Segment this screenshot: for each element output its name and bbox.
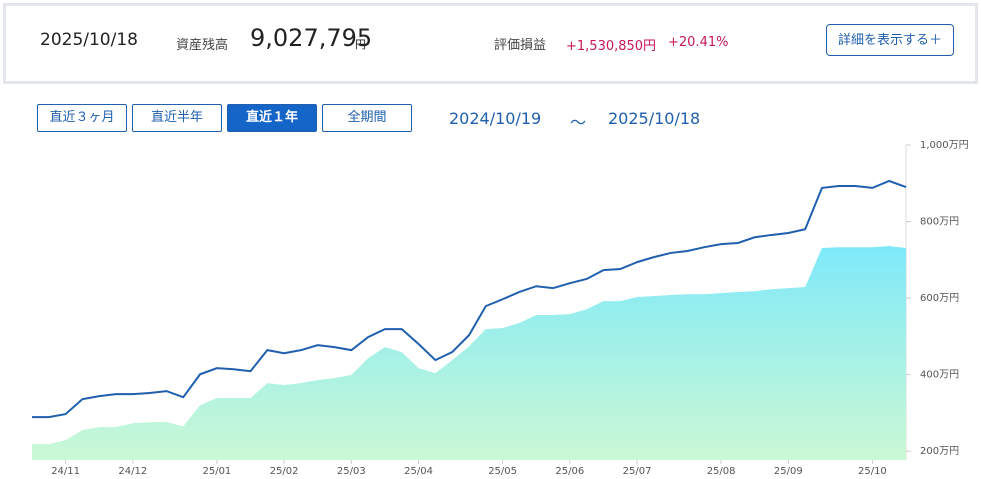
range-start: 2024/10/19 xyxy=(449,109,542,128)
x-tick-label: 25/08 xyxy=(707,466,736,477)
detail-button[interactable]: 詳細を表示する＋ xyxy=(826,24,954,56)
period-tab[interactable]: 直近３ヶ月 xyxy=(37,104,127,132)
pl-rate: +20.41% xyxy=(668,35,729,50)
balance: 9,027,795 xyxy=(250,24,373,52)
y-tick-label: 600万円 xyxy=(920,293,959,304)
date: 2025/10/18 xyxy=(40,30,138,50)
x-tick-label: 25/02 xyxy=(270,466,299,477)
pl-label: 評価損益 xyxy=(494,38,547,53)
x-tick-label: 25/10 xyxy=(858,466,887,477)
y-tick-label: 400万円 xyxy=(920,370,959,381)
y-tick-label: 200万円 xyxy=(920,446,959,457)
line xyxy=(32,179,907,419)
x-tick-label: 25/06 xyxy=(555,466,584,477)
x-tick-label: 25/07 xyxy=(623,466,652,477)
period-tab[interactable]: 全期間 xyxy=(322,104,412,132)
x-tick-label: 25/05 xyxy=(488,466,517,477)
period-tab[interactable]: 直近半年 xyxy=(132,104,222,132)
range-separator: ～ xyxy=(570,113,587,132)
area xyxy=(32,246,906,460)
x-tick-label: 25/04 xyxy=(404,466,433,477)
y-tick-label: 1,000万円 xyxy=(920,140,969,151)
summary-card xyxy=(3,3,978,84)
pl-amount: +1,530,850円 xyxy=(566,39,657,54)
x-tick-label: 25/09 xyxy=(774,466,803,477)
y-tick-label: 800万円 xyxy=(920,217,959,228)
x-tick-label: 25/01 xyxy=(202,466,231,477)
x-tick-label: 24/12 xyxy=(118,466,147,477)
x-tick-label: 25/03 xyxy=(337,466,366,477)
balance-unit: 円 xyxy=(355,38,366,51)
range-end: 2025/10/18 xyxy=(608,109,701,128)
balance-label: 資産残高 xyxy=(176,38,229,53)
x-tick-label: 24/11 xyxy=(51,466,80,477)
period-tab[interactable]: 直近１年 xyxy=(227,104,317,132)
